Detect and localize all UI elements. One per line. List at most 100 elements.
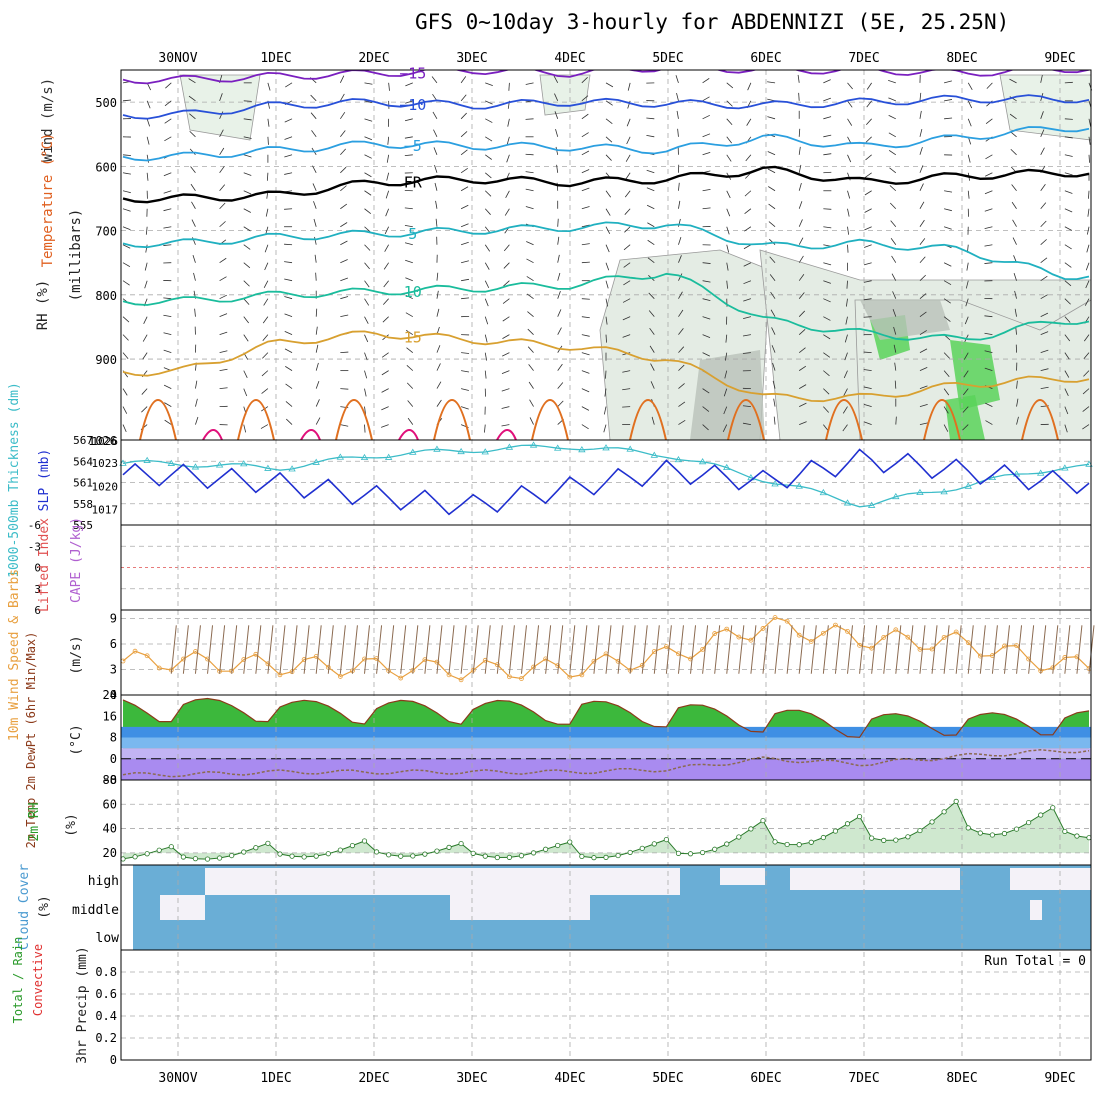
wind-barb [405, 277, 413, 282]
wind-barb [891, 273, 897, 281]
rh2m-marker [506, 854, 512, 860]
wind-barb [581, 316, 590, 319]
wind-barb [771, 345, 776, 353]
lifted-tick-label: 0 [34, 562, 41, 575]
temp-contour-group [122, 70, 1090, 85]
wind-barb [1040, 184, 1046, 191]
wind-barb [557, 327, 562, 335]
wind-barb [770, 291, 776, 299]
wind-barb [944, 117, 953, 120]
wind-barb [525, 188, 534, 192]
rh2m-marker [615, 852, 621, 859]
wind-barb [702, 406, 710, 412]
pressure-tick-label: 1026 [88, 434, 117, 448]
rh-shade-region [539, 74, 591, 116]
wind10m-marker [796, 632, 802, 638]
wind10m-barb [388, 625, 395, 674]
wind-barb [364, 118, 373, 122]
wind-barb [404, 118, 413, 122]
wind-barb [145, 226, 148, 235]
temp-contour-20 [139, 399, 177, 441]
wind-barb [243, 100, 252, 102]
wind-barb [364, 370, 368, 379]
wind-barb [889, 185, 897, 192]
wind-barb [485, 82, 493, 86]
thickness-marker [409, 448, 417, 455]
wind-barb [678, 309, 684, 317]
wind-barb [648, 292, 655, 299]
wind-barb [1064, 316, 1071, 323]
wind-barb [310, 112, 317, 120]
wind-barb [219, 129, 224, 137]
rh2m-marker [386, 852, 392, 858]
wind10m-barb [895, 625, 902, 674]
wind-barb [165, 82, 172, 89]
wind-barb [603, 424, 607, 433]
wind-barb [581, 113, 589, 120]
wind-barb [261, 370, 269, 377]
wind10m-barb [629, 625, 636, 674]
wind-barb [1014, 308, 1017, 317]
wind-barb [967, 190, 970, 199]
grid-layer [121, 70, 1091, 1060]
wind-barb [485, 154, 492, 160]
wind-barb [1014, 290, 1017, 299]
wind-barb [163, 314, 172, 318]
wind-barb [863, 262, 872, 266]
wind-barb [460, 204, 469, 210]
rh2m-marker [796, 842, 802, 848]
wind-barb [364, 406, 367, 415]
wind-barb [163, 349, 172, 354]
wind-barb [919, 385, 928, 389]
wind-barb [501, 424, 510, 427]
wind-barb [484, 352, 488, 361]
wind10m-barb [376, 625, 383, 674]
rh2m-marker [204, 856, 211, 862]
wind-barb [798, 219, 803, 227]
rh2m-marker [398, 853, 404, 859]
wind-barb [823, 153, 832, 156]
wind-barb [384, 244, 389, 252]
rh2m-marker [881, 837, 887, 843]
rh2m-marker [1026, 819, 1032, 826]
wind-barb [943, 370, 950, 378]
wind-barb [364, 208, 372, 214]
wind-barb [724, 370, 728, 379]
wind-barb [823, 97, 832, 102]
wind-barb [163, 297, 172, 300]
wind10m-barb [1016, 625, 1023, 674]
wind-barb [846, 280, 848, 289]
rh2m-tick-label: 20 [103, 846, 117, 860]
slp-tick-label: 1017 [92, 504, 119, 517]
wind10m-barb [750, 625, 757, 674]
wind-barb [141, 406, 148, 413]
wind-barb [702, 78, 710, 84]
temp-contour-20 [237, 399, 275, 441]
wind-barb [605, 244, 610, 253]
rh2m-marker [941, 809, 947, 815]
wind-barb [702, 96, 710, 102]
wind-barb [581, 132, 589, 138]
wind-barb [889, 167, 897, 174]
axis-label-cloud-unit: (%) [37, 895, 52, 918]
temp-contour-25 [202, 429, 223, 441]
wind-barb [888, 114, 896, 120]
wind-barb [383, 280, 389, 288]
wind-barb [310, 94, 317, 102]
rh2m-marker [603, 854, 609, 860]
wind10m-barb [557, 625, 564, 674]
rh-shade-region [179, 74, 261, 141]
rh2m-marker [905, 834, 911, 840]
wind-barb [967, 82, 973, 90]
wind-barb [219, 166, 225, 174]
wind-barb [219, 147, 225, 156]
wind-barb [798, 146, 801, 155]
wind-barb [845, 316, 848, 325]
wind10m-marker [881, 634, 887, 640]
temp-contour-label: −10 [399, 96, 426, 114]
wind-barb [581, 77, 588, 84]
cloud-clear-region [160, 895, 205, 920]
wind-barb [622, 298, 631, 303]
wind-barb [823, 334, 831, 340]
wind10m-barb [967, 625, 974, 674]
